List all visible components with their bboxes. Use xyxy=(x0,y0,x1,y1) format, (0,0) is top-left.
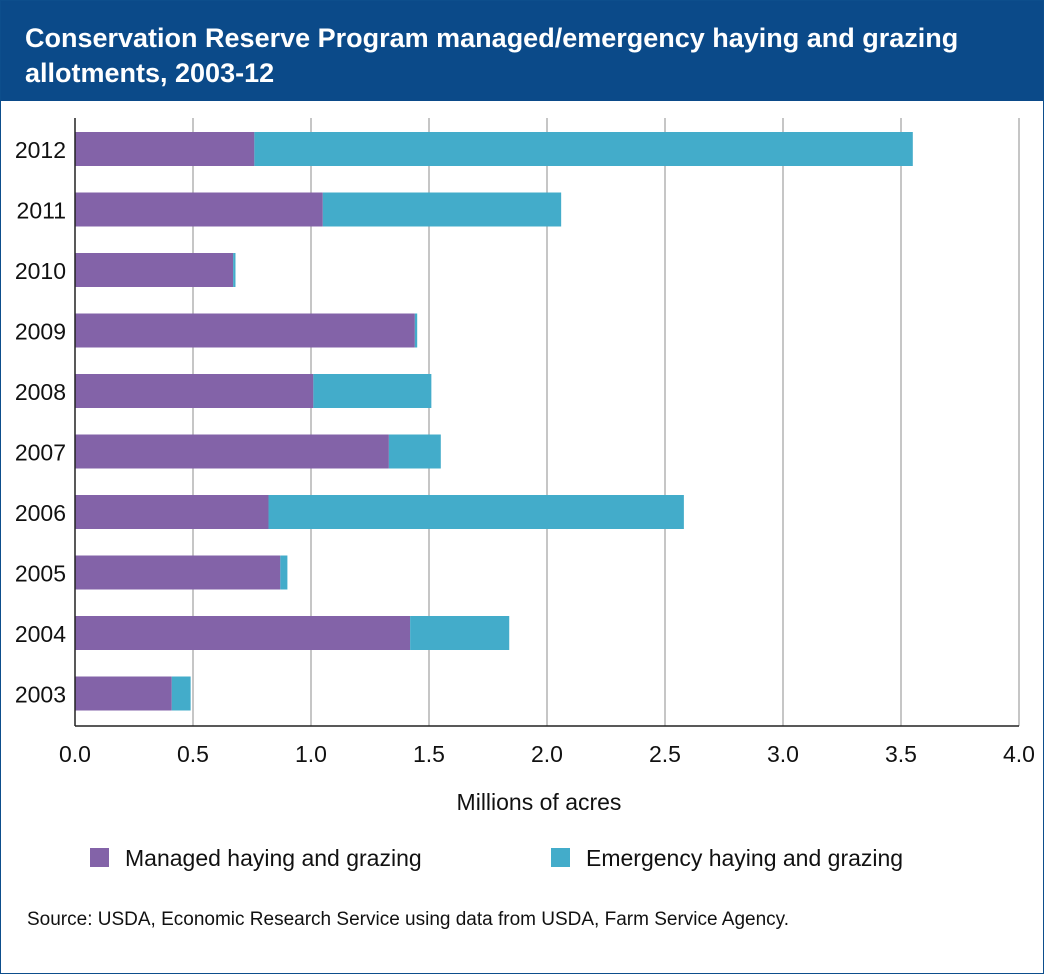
bar-managed-2007 xyxy=(75,434,389,469)
bar-emergency-2008 xyxy=(313,374,432,408)
bar-managed-2003 xyxy=(75,676,172,711)
bar-emergency-2009 xyxy=(414,313,418,348)
bar-managed-2006 xyxy=(75,495,269,529)
bar-managed-2009 xyxy=(75,313,415,348)
chart-plot: 2012 2011 2010 2009 2008 2007 2006 2005 2004 2003… xyxy=(15,118,1035,815)
bar-emergency-2005 xyxy=(280,555,288,590)
bar-emergency-2012 xyxy=(254,132,913,166)
bar-managed-2010 xyxy=(75,253,234,287)
y-tick-label: 2010 xyxy=(15,258,66,284)
x-tick-label: 3.5 xyxy=(885,741,917,767)
x-tick-label: 4.0 xyxy=(1003,741,1035,767)
x-axis-title: Millions of acres xyxy=(457,789,622,815)
y-tick-label: 2006 xyxy=(15,500,66,526)
legend-swatch-emergency xyxy=(551,848,570,867)
bar-emergency-2010 xyxy=(233,253,236,287)
x-tick-label: 0.0 xyxy=(59,741,91,767)
source-note: Source: USDA, Economic Research Service … xyxy=(27,909,790,930)
bar-managed-2012 xyxy=(75,132,255,166)
bar-managed-2004 xyxy=(75,616,411,650)
y-tick-label: 2004 xyxy=(15,621,66,647)
x-tick-label: 1.0 xyxy=(295,741,327,767)
x-tick-label: 2.5 xyxy=(649,741,681,767)
bar-emergency-2003 xyxy=(171,676,191,711)
x-tick-label: 2.0 xyxy=(531,741,563,767)
bar-managed-2008 xyxy=(75,374,314,408)
y-tick-label: 2012 xyxy=(15,137,66,163)
bar-emergency-2006 xyxy=(268,495,684,529)
y-tick-label: 2009 xyxy=(15,319,66,345)
bar-managed-2005 xyxy=(75,555,281,590)
legend-label-managed: Managed haying and grazing xyxy=(125,845,422,871)
legend-label-emergency: Emergency haying and grazing xyxy=(586,845,904,871)
y-tick-label: 2005 xyxy=(15,561,66,587)
y-tick-label: 2007 xyxy=(15,440,66,466)
y-tick-label: 2011 xyxy=(17,198,66,224)
title-bar: Conservation Reserve Program managed/eme… xyxy=(1,1,1043,101)
bar-emergency-2007 xyxy=(388,434,441,469)
legend-swatch-managed xyxy=(90,848,109,867)
bar-emergency-2004 xyxy=(410,616,510,650)
bar-managed-2011 xyxy=(75,192,323,227)
x-tick-label: 3.0 xyxy=(767,741,799,767)
chart-title: Conservation Reserve Program managed/eme… xyxy=(25,23,959,88)
x-tick-label: 1.5 xyxy=(413,741,445,767)
legend: Managed haying and grazing Emergency hay… xyxy=(1,844,1043,874)
y-tick-label: 2008 xyxy=(15,379,66,405)
x-tick-label: 0.5 xyxy=(177,741,209,767)
y-tick-label: 2003 xyxy=(15,682,66,708)
bar-emergency-2011 xyxy=(322,192,562,227)
